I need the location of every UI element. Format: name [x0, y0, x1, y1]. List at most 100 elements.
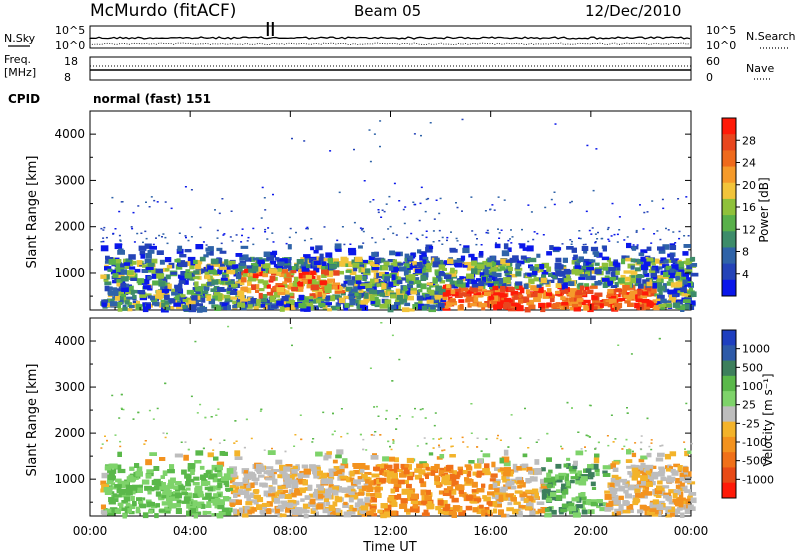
echo-cell [529, 257, 537, 263]
echo-cell [630, 258, 636, 263]
echo-cell [402, 208, 405, 211]
echo-cell [406, 295, 414, 301]
echo-cell [419, 478, 424, 484]
echo-cell [317, 291, 322, 297]
echo-cell [319, 280, 328, 286]
echo-cell [493, 209, 496, 211]
echo-cell [453, 474, 460, 480]
echo-cell [343, 243, 346, 246]
echo-cell [236, 290, 245, 297]
echo-cell [310, 246, 315, 251]
echo-cell [291, 137, 293, 140]
echo-cell [665, 467, 671, 472]
echo-cell [608, 295, 617, 300]
echo-cell [486, 261, 493, 267]
echo-cell [484, 210, 487, 212]
echo-cell [395, 418, 398, 420]
echo-cell [287, 244, 292, 250]
echo-cell [461, 282, 466, 289]
echo-cell [418, 471, 426, 475]
echo-cell [168, 485, 173, 489]
echo-cell [649, 502, 658, 508]
echo-cell [640, 462, 646, 468]
echo-cell [334, 243, 342, 249]
echo-cell [302, 258, 308, 264]
echo-cell [608, 485, 613, 491]
echo-cell [438, 271, 445, 276]
echo-cell [635, 492, 641, 498]
echo-cell [596, 252, 603, 258]
echo-cell [601, 256, 610, 261]
echo-cell [272, 469, 280, 472]
echo-cell [497, 228, 499, 230]
echo-cell [293, 445, 296, 447]
echo-cell [262, 280, 269, 285]
velocity-ylabel: Slant Range [km] [25, 364, 40, 477]
echo-cell [148, 409, 151, 412]
echo-cell [416, 500, 423, 506]
echo-cell [207, 246, 214, 251]
echo-cell [406, 277, 412, 283]
echo-cell [532, 488, 539, 494]
echo-cell [658, 337, 661, 340]
echo-cell [307, 484, 313, 491]
echo-cell [379, 292, 386, 297]
echo-cell [555, 270, 563, 277]
echo-cell [321, 266, 328, 272]
echo-cell [566, 290, 573, 295]
echo-cell [272, 241, 275, 243]
echo-cell [532, 238, 535, 241]
echo-cell [257, 259, 265, 265]
echo-cell [586, 267, 594, 271]
echo-cell [271, 304, 279, 308]
echo-cell [164, 257, 172, 263]
echo-cell [142, 306, 149, 313]
echo-cell [418, 298, 423, 305]
echo-cell [183, 280, 189, 285]
echo-cell [672, 498, 679, 503]
echo-cell [376, 290, 385, 295]
echo-cell [391, 499, 397, 506]
echo-cell [387, 228, 390, 230]
echo-cell [117, 502, 124, 506]
echo-cell [250, 499, 258, 503]
echo-cell [202, 496, 209, 500]
echo-cell [408, 464, 412, 470]
echo-cell [681, 272, 689, 279]
echo-cell [303, 239, 306, 242]
echo-cell [535, 441, 538, 443]
echo-cell [207, 452, 214, 458]
echo-cell [626, 294, 632, 301]
echo-cell [492, 285, 499, 291]
echo-cell [450, 231, 452, 233]
echo-cell [225, 264, 233, 269]
echo-cell [148, 206, 151, 208]
echo-cell [242, 477, 249, 484]
echo-cell [100, 488, 107, 493]
echo-cell [634, 488, 641, 493]
echo-cell [524, 307, 531, 313]
echo-cell [321, 269, 327, 275]
echo-cell [657, 294, 665, 299]
echo-cell [371, 251, 378, 258]
echo-cell [261, 186, 264, 189]
echo-cell [669, 245, 677, 250]
echo-cell [230, 468, 237, 474]
echo-cell [216, 257, 223, 264]
echo-cell [240, 241, 243, 243]
echo-cell [467, 278, 472, 284]
echo-cell [569, 288, 578, 292]
echo-cell [178, 280, 186, 284]
echo-cell [286, 272, 291, 277]
echo-cell [241, 228, 244, 230]
echo-cell [163, 488, 170, 492]
echo-cell [125, 489, 133, 496]
echo-cell [618, 485, 625, 492]
echo-cell [581, 507, 586, 512]
echo-cell [206, 295, 212, 301]
echo-cell [501, 250, 510, 257]
echo-cell [117, 494, 122, 498]
echo-cell [546, 302, 552, 308]
echo-cell [310, 508, 316, 514]
echo-cell [451, 445, 454, 447]
